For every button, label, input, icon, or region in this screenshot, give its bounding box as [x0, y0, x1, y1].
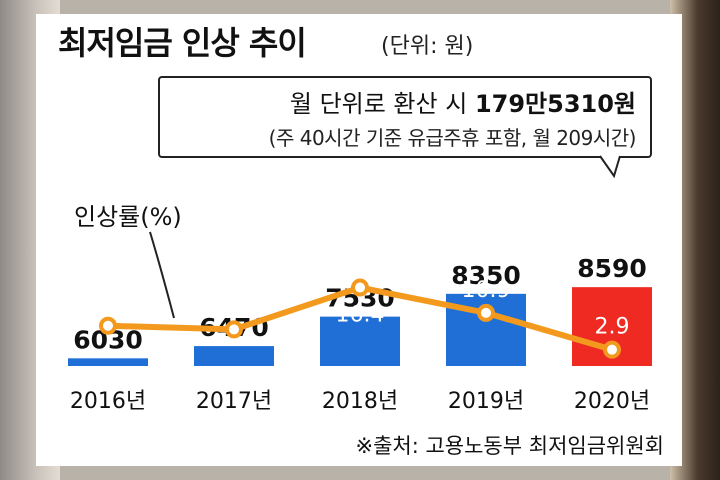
rate-point-2 [351, 278, 369, 297]
rate-point-4 [603, 340, 621, 359]
bar-0 [68, 358, 148, 366]
rate-value-label: 10.9 [462, 278, 511, 303]
rate-value-label: 7.3 [217, 294, 252, 319]
rate-value-label: 2.9 [595, 315, 630, 340]
bar-2 [320, 316, 400, 366]
rate-point-1 [225, 320, 243, 339]
monthly-conversion-callout: 월 단위로 환산 시 179만5310원 (주 40시간 기준 유급주휴 포함,… [158, 76, 652, 158]
bar-1 [194, 346, 274, 366]
bar-value-label: 8350 [451, 261, 521, 290]
bar-value-label: 8590 [577, 254, 647, 283]
callout-line-2: (주 40시간 기준 유급주휴 포함, 월 209시간) [268, 126, 637, 150]
x-tick-label: 2019년 [448, 389, 524, 414]
callout-line-1: 월 단위로 환산 시 179만5310원 [290, 84, 636, 119]
callout-prefix: 월 단위로 환산 시 [289, 90, 475, 118]
rate-legend-label: 인상률(%) [74, 203, 182, 231]
source-note: ※출처: 고용노동부 최저임금위원회 [355, 434, 664, 458]
rate-legend-pointer [149, 231, 175, 319]
callout-monthly-value: 179만5310원 [474, 90, 636, 118]
x-tick-label: 2020년 [574, 389, 650, 414]
unit-label: (단위: 원) [381, 34, 474, 59]
chart-title: 최저임금 인상 추이 [58, 24, 307, 62]
rate-point-3 [477, 303, 495, 322]
x-tick-label: 2018년 [322, 389, 398, 414]
rate-value-label: 8.1 [91, 291, 126, 316]
callout-pointer [599, 155, 621, 179]
rate-point-0 [99, 316, 117, 335]
rate-value-label: 16.4 [336, 303, 385, 328]
x-tick-label: 2016년 [70, 389, 146, 414]
x-tick-label: 2017년 [196, 389, 272, 414]
